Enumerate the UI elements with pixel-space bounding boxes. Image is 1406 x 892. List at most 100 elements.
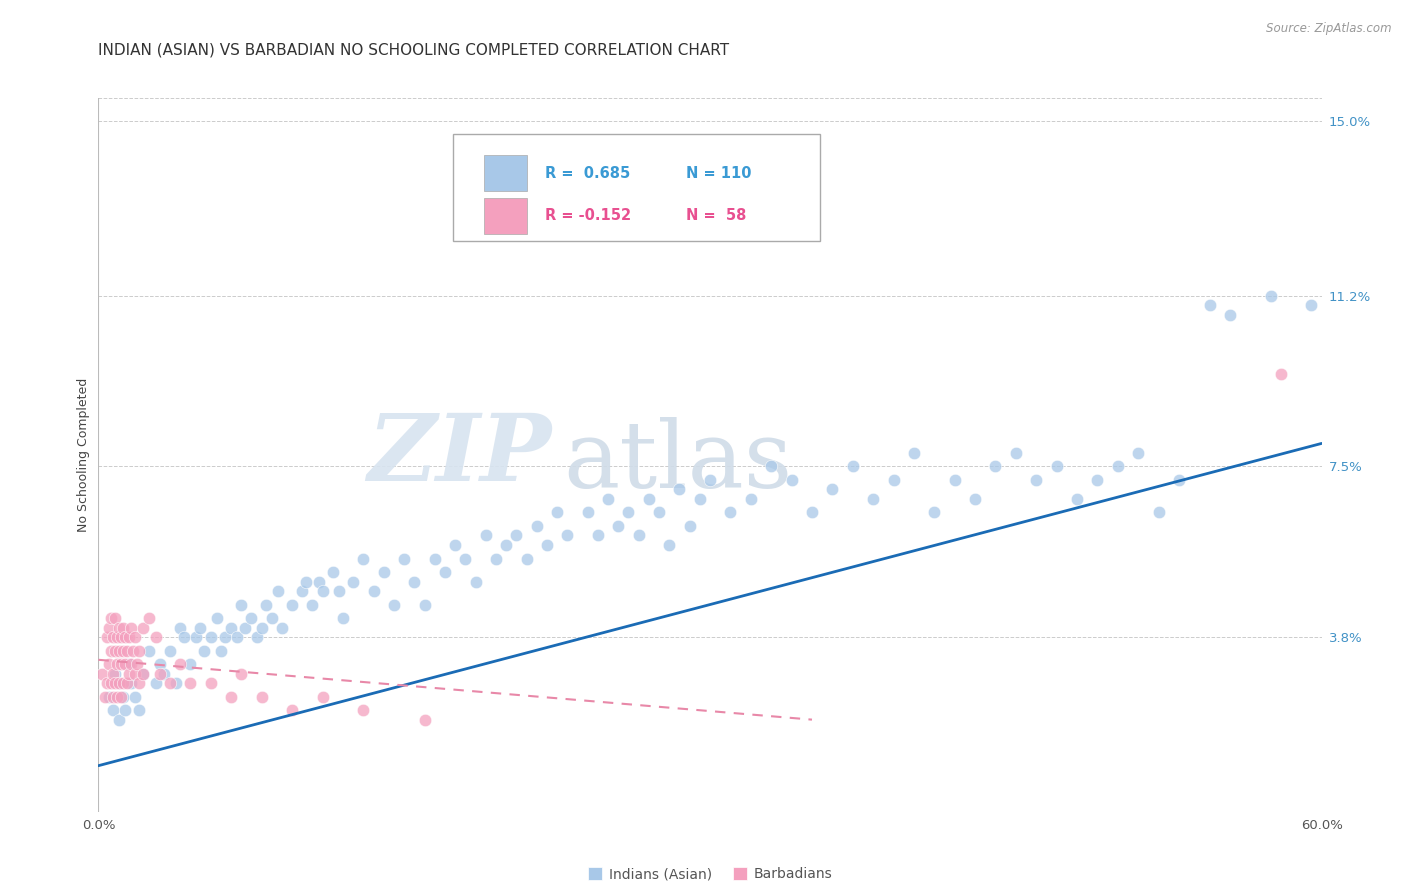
Point bbox=[105, 657, 128, 672]
Point bbox=[108, 713, 131, 727]
Point bbox=[638, 491, 661, 506]
Point bbox=[124, 630, 146, 644]
Text: R =  0.685: R = 0.685 bbox=[546, 166, 630, 180]
Text: N =  58: N = 58 bbox=[686, 209, 747, 223]
Point bbox=[557, 528, 579, 542]
Point bbox=[186, 630, 208, 644]
Point bbox=[1301, 298, 1323, 312]
Point bbox=[423, 551, 446, 566]
Point bbox=[118, 657, 141, 672]
Point bbox=[128, 675, 150, 690]
Point bbox=[226, 630, 249, 644]
Point bbox=[108, 675, 131, 690]
Point bbox=[922, 506, 945, 520]
Point bbox=[1004, 445, 1026, 459]
Point bbox=[132, 666, 155, 681]
Point bbox=[821, 483, 844, 497]
Point bbox=[332, 611, 354, 625]
Point bbox=[97, 657, 120, 672]
Text: atlas: atlas bbox=[564, 417, 793, 507]
Point bbox=[115, 675, 138, 690]
Point bbox=[159, 675, 181, 690]
Point bbox=[152, 666, 174, 681]
Point bbox=[943, 473, 966, 487]
Point bbox=[689, 491, 711, 506]
Point bbox=[444, 538, 467, 552]
Point bbox=[108, 621, 131, 635]
Text: R = -0.152: R = -0.152 bbox=[546, 209, 631, 223]
Point bbox=[413, 713, 436, 727]
Point bbox=[342, 574, 364, 589]
Point bbox=[382, 598, 405, 612]
Point bbox=[173, 630, 195, 644]
Point bbox=[231, 598, 253, 612]
Point bbox=[114, 657, 136, 672]
Point bbox=[1066, 491, 1088, 506]
Point bbox=[267, 583, 290, 598]
Point bbox=[352, 551, 374, 566]
Legend: Indians (Asian), Barbadians: Indians (Asian), Barbadians bbox=[582, 862, 838, 887]
Point bbox=[124, 666, 146, 681]
Point bbox=[118, 630, 141, 644]
Point bbox=[373, 566, 395, 580]
Point bbox=[250, 690, 273, 704]
Point bbox=[607, 519, 630, 533]
Point bbox=[270, 621, 294, 635]
Y-axis label: No Schooling Completed: No Schooling Completed bbox=[77, 378, 90, 532]
Point bbox=[246, 630, 269, 644]
Point bbox=[219, 621, 242, 635]
Point bbox=[1128, 445, 1150, 459]
Point bbox=[1045, 459, 1069, 474]
Point bbox=[598, 491, 620, 506]
Point bbox=[648, 506, 671, 520]
Point bbox=[761, 459, 783, 474]
Point bbox=[132, 621, 155, 635]
Point bbox=[740, 491, 762, 506]
Point bbox=[699, 473, 721, 487]
Point bbox=[291, 583, 314, 598]
Point bbox=[104, 666, 127, 681]
Point bbox=[883, 473, 905, 487]
Point bbox=[193, 643, 215, 657]
Point bbox=[114, 630, 136, 644]
Text: ZIP: ZIP bbox=[367, 410, 551, 500]
Point bbox=[231, 666, 253, 681]
Point bbox=[145, 675, 167, 690]
Point bbox=[434, 566, 457, 580]
Point bbox=[145, 630, 167, 644]
Point bbox=[903, 445, 925, 459]
Point bbox=[93, 690, 115, 704]
Point bbox=[312, 690, 335, 704]
Point bbox=[505, 528, 527, 542]
Point bbox=[295, 574, 318, 589]
Point bbox=[108, 643, 131, 657]
Point bbox=[100, 675, 122, 690]
Point bbox=[1085, 473, 1108, 487]
Point bbox=[862, 491, 884, 506]
Point bbox=[96, 675, 118, 690]
Point bbox=[720, 506, 742, 520]
Point bbox=[149, 666, 172, 681]
Point bbox=[101, 666, 124, 681]
Point bbox=[254, 598, 277, 612]
FancyBboxPatch shape bbox=[484, 198, 526, 234]
Point bbox=[122, 643, 145, 657]
Point bbox=[301, 598, 323, 612]
Point bbox=[363, 583, 385, 598]
Point bbox=[322, 566, 344, 580]
Point bbox=[97, 621, 120, 635]
Point bbox=[219, 690, 242, 704]
Point bbox=[233, 621, 256, 635]
Point bbox=[413, 598, 436, 612]
Point bbox=[485, 551, 508, 566]
Point bbox=[1025, 473, 1047, 487]
Point bbox=[108, 675, 131, 690]
Point bbox=[169, 657, 191, 672]
Point bbox=[464, 574, 486, 589]
Point bbox=[1107, 459, 1129, 474]
Point bbox=[120, 621, 142, 635]
FancyBboxPatch shape bbox=[484, 155, 526, 191]
Point bbox=[96, 630, 118, 644]
Point bbox=[668, 483, 690, 497]
Point bbox=[200, 675, 222, 690]
